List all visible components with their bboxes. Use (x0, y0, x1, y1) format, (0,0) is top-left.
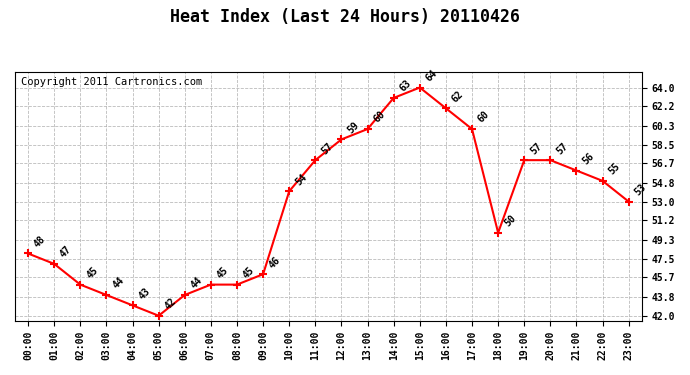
Text: 62: 62 (450, 89, 466, 104)
Text: 64: 64 (424, 68, 440, 83)
Text: 48: 48 (32, 234, 48, 249)
Text: 63: 63 (398, 78, 413, 94)
Text: 53: 53 (633, 182, 649, 198)
Text: 47: 47 (59, 244, 74, 260)
Text: 57: 57 (529, 141, 544, 156)
Text: 60: 60 (372, 110, 387, 125)
Text: 57: 57 (555, 141, 570, 156)
Text: 44: 44 (110, 275, 126, 291)
Text: 43: 43 (137, 286, 152, 301)
Text: 45: 45 (215, 265, 230, 280)
Text: Copyright 2011 Cartronics.com: Copyright 2011 Cartronics.com (21, 77, 203, 87)
Text: 42: 42 (163, 296, 178, 312)
Text: 44: 44 (189, 275, 204, 291)
Text: 59: 59 (346, 120, 361, 135)
Text: 55: 55 (607, 161, 622, 177)
Text: 56: 56 (581, 151, 596, 166)
Text: Heat Index (Last 24 Hours) 20110426: Heat Index (Last 24 Hours) 20110426 (170, 8, 520, 26)
Text: 45: 45 (241, 265, 257, 280)
Text: 57: 57 (319, 141, 335, 156)
Text: 45: 45 (84, 265, 100, 280)
Text: 46: 46 (267, 255, 283, 270)
Text: 60: 60 (476, 110, 491, 125)
Text: 54: 54 (293, 172, 308, 187)
Text: 50: 50 (502, 213, 518, 229)
